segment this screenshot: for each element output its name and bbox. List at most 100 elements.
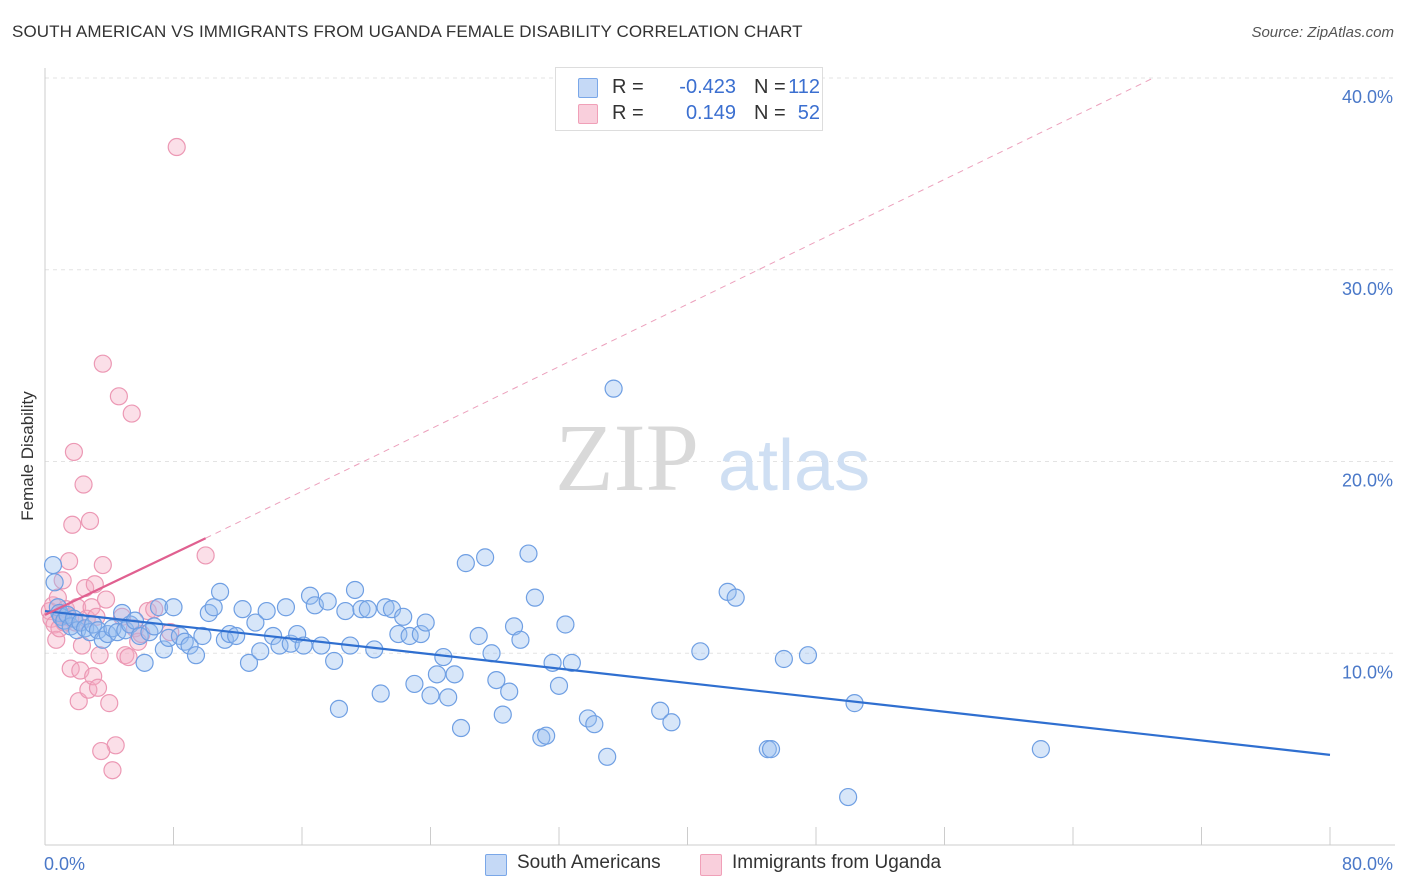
point-south-americans bbox=[651, 701, 670, 720]
point-uganda bbox=[103, 761, 122, 780]
point-south-americans bbox=[537, 726, 556, 745]
point-south-americans bbox=[199, 603, 218, 623]
point-south-americans bbox=[149, 598, 169, 617]
trend-line-uganda bbox=[44, 537, 207, 616]
point-uganda bbox=[119, 647, 138, 667]
point-south-americans bbox=[389, 624, 408, 644]
point-south-americans bbox=[300, 586, 320, 605]
point-south-americans bbox=[482, 644, 501, 663]
point-south-americans bbox=[336, 601, 355, 621]
watermark-zip: ZIP bbox=[555, 404, 699, 511]
x-tick-label: 80.0% bbox=[1342, 854, 1393, 874]
y-tick-label: 40.0% bbox=[1342, 87, 1393, 107]
point-uganda bbox=[59, 552, 79, 571]
trend-line-south-americans bbox=[44, 609, 1331, 756]
point-south-americans bbox=[154, 640, 173, 659]
legend-swatch-pink bbox=[578, 104, 598, 124]
point-uganda bbox=[100, 694, 119, 713]
point-south-americans bbox=[798, 646, 818, 665]
y-tick-label: 20.0% bbox=[1342, 471, 1393, 491]
series-uganda-points bbox=[40, 137, 215, 780]
point-south-americans bbox=[193, 626, 212, 646]
y-tick-label: 30.0% bbox=[1342, 279, 1393, 299]
y-tick-label: 10.0% bbox=[1342, 662, 1393, 682]
axes bbox=[44, 68, 1395, 846]
point-south-americans bbox=[439, 688, 458, 707]
point-uganda bbox=[138, 601, 157, 621]
point-south-americans bbox=[43, 555, 63, 575]
point-south-americans bbox=[493, 705, 512, 724]
source-note: Source: ZipAtlas.com bbox=[1251, 24, 1394, 41]
point-south-americans bbox=[500, 682, 519, 701]
point-south-americans bbox=[88, 621, 108, 640]
point-uganda bbox=[63, 515, 82, 534]
point-south-americans bbox=[469, 626, 488, 646]
point-south-americans bbox=[145, 617, 164, 636]
point-south-americans bbox=[525, 588, 545, 607]
point-south-americans bbox=[164, 598, 183, 617]
point-south-americans bbox=[839, 787, 858, 807]
bottom-legend-label: Immigrants from Uganda bbox=[732, 852, 942, 873]
point-south-americans bbox=[233, 600, 252, 619]
point-uganda bbox=[84, 667, 103, 686]
legend-r-value: 0.149 bbox=[685, 102, 736, 124]
point-south-americans bbox=[186, 646, 206, 665]
point-uganda bbox=[93, 555, 112, 575]
point-south-americans bbox=[130, 626, 149, 646]
legend-r-label: R = bbox=[612, 76, 644, 98]
point-south-americans bbox=[204, 598, 223, 617]
point-south-americans bbox=[774, 649, 793, 669]
correlation-legend: R = -0.423 N = 112 R = 0.149 N = 52 bbox=[555, 67, 823, 131]
point-south-americans bbox=[135, 653, 154, 672]
grid-lines bbox=[45, 77, 1395, 654]
point-south-americans bbox=[726, 588, 745, 607]
point-south-americans bbox=[352, 600, 371, 619]
point-south-americans bbox=[45, 573, 64, 592]
point-south-americans bbox=[394, 607, 413, 626]
point-south-americans bbox=[445, 665, 464, 684]
point-south-americans bbox=[549, 676, 569, 695]
series-south-americans-points bbox=[43, 379, 1050, 807]
point-uganda bbox=[88, 678, 108, 697]
legend-swatch-blue bbox=[578, 78, 598, 98]
point-south-americans bbox=[371, 684, 390, 703]
point-south-americans bbox=[358, 600, 377, 619]
point-south-americans bbox=[511, 630, 530, 649]
point-south-americans bbox=[416, 613, 435, 632]
point-uganda bbox=[122, 404, 141, 423]
legend-r-value: -0.423 bbox=[679, 76, 736, 98]
point-south-americans bbox=[329, 699, 349, 718]
point-south-americans bbox=[325, 651, 344, 671]
y-axis-label: Female Disability bbox=[18, 391, 37, 521]
watermark: ZIP atlas bbox=[555, 404, 870, 511]
point-south-americans bbox=[598, 747, 617, 766]
point-south-americans bbox=[405, 674, 424, 694]
point-south-americans bbox=[1031, 740, 1050, 759]
trend-lines bbox=[44, 77, 1331, 756]
point-south-americans bbox=[761, 740, 781, 759]
point-south-americans bbox=[227, 626, 246, 646]
point-south-americans bbox=[251, 642, 270, 661]
point-uganda bbox=[90, 646, 109, 665]
chart-title: SOUTH AMERICAN VS IMMIGRANTS FROM UGANDA… bbox=[12, 22, 803, 41]
point-south-americans bbox=[562, 653, 581, 672]
point-uganda bbox=[74, 475, 93, 494]
point-south-americans bbox=[585, 715, 604, 734]
point-south-americans bbox=[519, 544, 538, 563]
point-south-americans bbox=[421, 686, 440, 705]
point-south-americans bbox=[604, 379, 623, 398]
point-south-americans bbox=[239, 653, 259, 672]
point-uganda bbox=[109, 387, 128, 406]
point-south-americans bbox=[662, 713, 681, 732]
point-uganda bbox=[116, 646, 135, 665]
axis-labels: 10.0% 20.0% 30.0% 40.0% 0.0% 80.0% Female Disa… bbox=[18, 87, 1393, 874]
bottom-legend-swatch-blue bbox=[485, 854, 507, 876]
point-south-americans bbox=[246, 613, 265, 632]
bottom-legend-label: South Americans bbox=[517, 852, 661, 873]
point-south-americans bbox=[220, 624, 239, 644]
point-south-americans bbox=[556, 615, 575, 634]
point-uganda bbox=[196, 546, 215, 565]
legend-n-value: 52 bbox=[797, 102, 820, 124]
point-uganda bbox=[92, 741, 111, 761]
point-south-americans bbox=[318, 592, 337, 611]
